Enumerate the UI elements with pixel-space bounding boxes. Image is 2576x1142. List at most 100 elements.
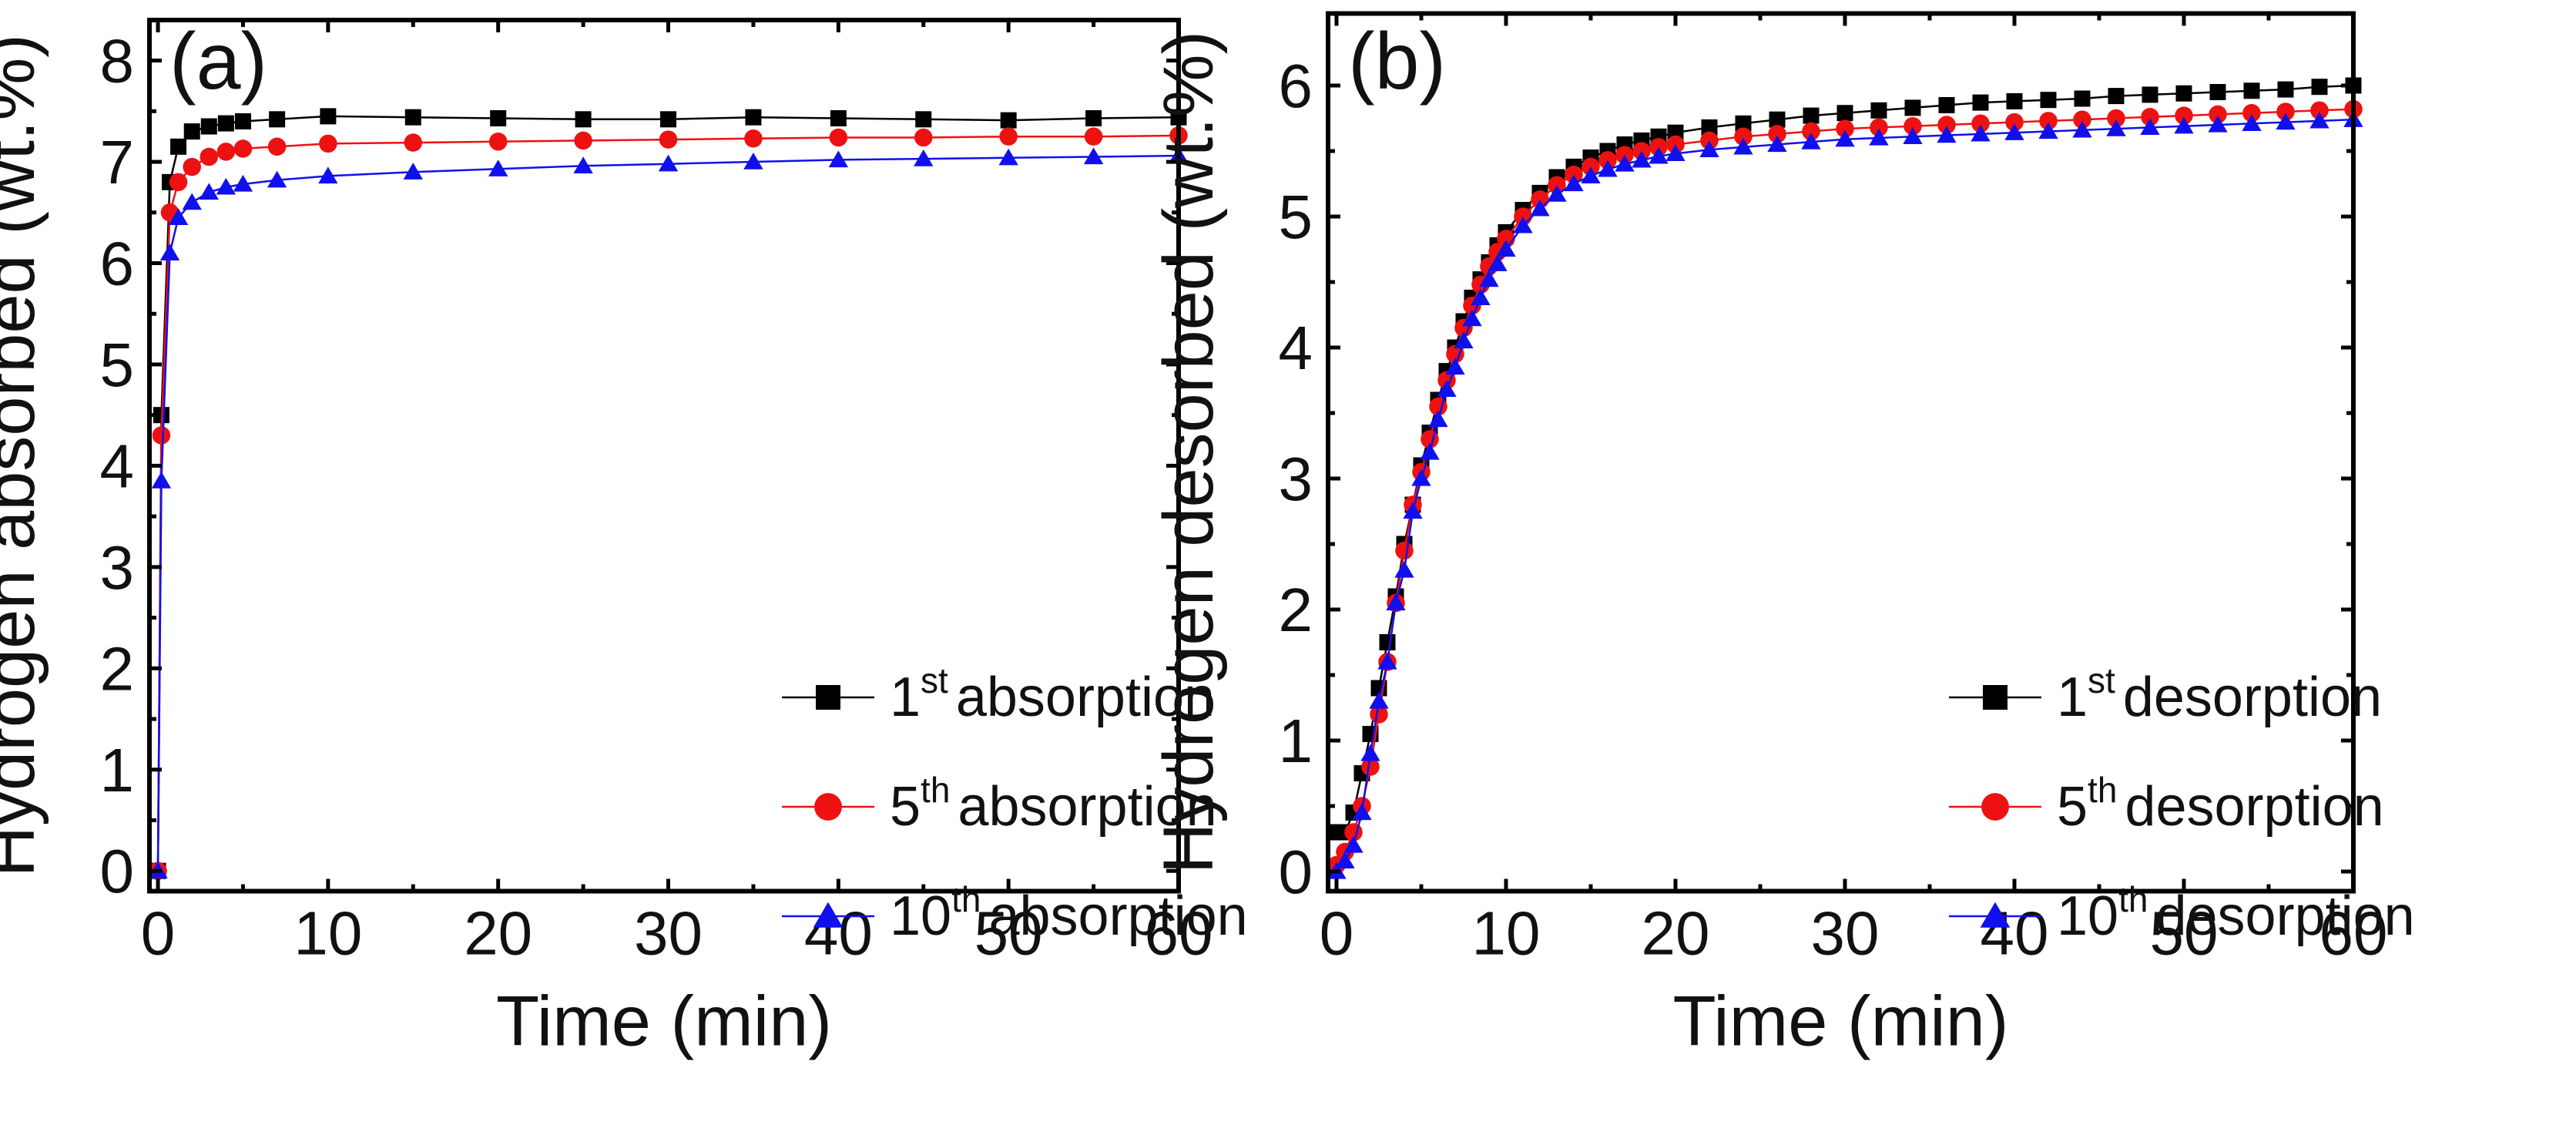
data-point [1530,199,1550,217]
data-point [914,149,934,166]
data-point [2175,85,2192,102]
x-tick-label: 50 [2150,899,2219,968]
data-point [1343,835,1363,853]
data-point [1361,757,1380,776]
data-point [1335,851,1355,869]
legend-label: 5th absorption [890,770,1217,838]
data-point [200,118,217,135]
data-point [999,127,1018,146]
data-point [1903,127,1923,144]
data-point [1446,344,1464,364]
legend-marker [813,902,844,928]
data-point [2140,118,2160,136]
data-point [1904,99,1921,116]
data-point [2209,105,2227,124]
series-square [149,108,1187,879]
data-point [199,183,219,200]
data-point [575,111,592,128]
data-point [915,111,932,128]
data-point [1767,135,1787,153]
data-point [233,174,253,192]
data-point [1803,107,1820,124]
data-point [829,128,848,147]
series-line [156,154,1179,872]
data-point [2006,92,2023,109]
data-point [1564,174,1584,192]
data-point [1360,744,1380,761]
data-point [1445,358,1465,375]
y-tick-label: 4 [1279,314,1313,382]
data-point [2107,109,2125,128]
data-point [488,132,508,151]
data-point [200,147,219,166]
data-point [1379,634,1396,650]
data-point [151,472,172,489]
data-point [1428,410,1448,428]
series-line [1336,118,2354,872]
x-tick-label: 20 [1642,899,1710,968]
data-point [1971,114,1990,133]
x-tick-label: 20 [464,899,532,968]
panel-a: 0 10 20 30 40 50 60 0 1 2 3 4 5 6 7 8 Time (min) Hydrogen… [0,17,1248,1061]
data-point [233,139,253,158]
legend-marker [1981,793,2009,821]
data-point [2277,81,2294,98]
data-point [1701,119,1718,136]
legend-label: 10th absorption [890,879,1248,947]
data-point [1869,128,1889,146]
data-point [2209,84,2226,100]
data-point [2208,115,2228,133]
data-point [1547,185,1567,202]
y-tick-label: 0 [1279,838,1313,906]
y-tick-label: 3 [100,533,135,602]
data-point [744,129,763,148]
data-point [2073,110,2091,129]
y-tick-label: 0 [100,837,135,905]
x-tick-label: 30 [634,899,703,968]
y-tick-label: 2 [100,634,135,703]
data-point [1000,112,1017,129]
data-point [1903,116,1922,136]
panel-b: 0 10 20 30 40 50 60 0 1 2 3 4 5 6 Time (min) Hydrogen d… [1149,11,2415,1061]
data-point [269,111,286,128]
y-axis-title: Hydrogen absorbed (wt.%) [0,34,49,877]
data-point [1386,593,1406,611]
series-triangle [1327,110,2363,879]
data-point [319,134,337,153]
data-point [1735,115,1752,132]
series-circle [1327,99,2363,875]
data-point [1403,502,1423,519]
data-point [1411,469,1431,486]
x-tick-label: 0 [141,899,176,968]
data-point [2108,88,2125,105]
data-point [267,170,287,188]
data-point [2106,119,2126,136]
data-point [1395,541,1414,560]
data-point [2175,106,2193,125]
series-line [1335,108,2354,866]
data-point [2004,123,2024,140]
legend-label: 1st desorption [2057,660,2382,728]
plot-frame [147,18,1181,894]
data-point [1420,442,1440,460]
data-point [2039,112,2058,130]
data-point [490,110,507,127]
legend-entry: 1st desorption [1949,660,2382,728]
x-tick-label: 40 [804,899,873,968]
series-triangle [148,146,1189,878]
plot-frame [1326,11,2356,894]
y-tick-label: 8 [100,27,135,96]
legend-entry: 5th absorption [782,770,1217,838]
y-axis-title: Hydrogen desorbed (wt.%) [1149,31,1228,874]
data-point [1699,140,1719,157]
data-point [2074,90,2091,107]
legend-marker [814,793,842,821]
legend-entry: 1st absorption [782,660,1215,728]
data-point [574,131,592,150]
x-tick-label: 30 [1811,899,1880,968]
data-point [404,109,421,126]
data-point [2242,114,2262,131]
data-point [1665,144,1685,162]
data-point [1768,125,1786,143]
